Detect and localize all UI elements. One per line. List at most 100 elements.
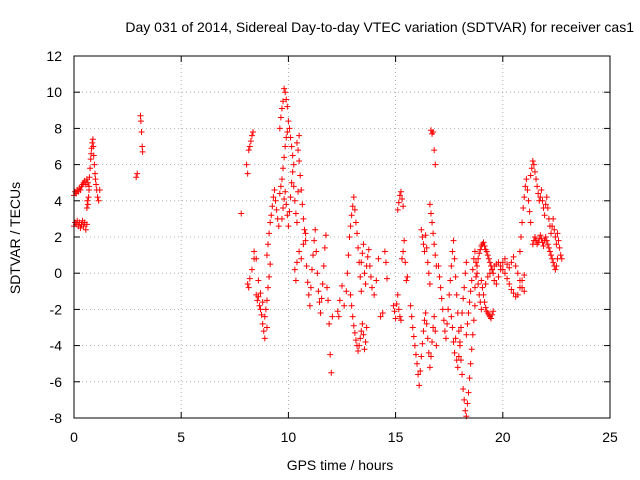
data-point [257,306,264,313]
data-point [300,215,307,222]
data-point [281,85,288,92]
data-point [493,281,500,288]
data-point [422,310,429,317]
data-point [521,272,528,279]
data-point [542,201,549,208]
data-point [85,194,92,201]
data-point [400,248,407,255]
data-point [437,284,444,291]
data-point [471,248,478,255]
data-point [352,219,359,226]
data-point [551,226,558,233]
data-point [541,212,548,219]
data-point [238,210,245,217]
data-point [302,237,309,244]
data-point [411,342,418,349]
data-point [510,253,517,260]
data-point [482,304,489,311]
data-point [415,371,422,378]
data-point [347,223,354,230]
data-point [557,252,564,259]
data-point [246,275,253,282]
data-point [280,205,287,212]
x-tick-label: 0 [70,429,78,445]
data-point [382,259,389,266]
data-point [345,252,352,259]
data-point [284,129,291,136]
y-tick-label: 6 [54,157,62,173]
data-point [479,284,486,291]
data-point [466,375,473,382]
data-point [512,262,519,269]
data-point [363,324,370,331]
data-point [245,147,252,154]
data-point [263,297,270,304]
data-point [281,154,288,161]
data-point [461,396,468,403]
data-point [397,188,404,195]
data-point [481,299,488,306]
data-point [499,259,506,266]
data-point [401,237,408,244]
data-point [365,246,372,253]
data-point [523,176,530,183]
data-point [87,156,94,163]
data-point [429,338,436,345]
data-point [549,223,556,230]
data-point [77,224,84,231]
data-point [464,400,471,407]
data-point [514,291,521,298]
data-point [289,168,296,175]
data-point [293,139,300,146]
data-point [350,322,357,329]
data-point [519,284,526,291]
data-point [424,335,431,342]
data-point [553,262,560,269]
data-point [357,273,364,280]
data-point [520,205,527,212]
data-point [446,291,453,298]
data-point [260,328,267,335]
data-point [436,273,443,280]
data-point [275,223,282,230]
data-point [95,197,102,204]
data-point [425,349,432,356]
data-point [556,244,563,251]
data-point [432,252,439,259]
data-point [410,333,417,340]
data-point [291,266,298,273]
data-point [397,317,404,324]
data-point [138,129,145,136]
data-point [483,248,490,255]
data-point [542,234,549,240]
data-point [356,342,363,349]
data-point [312,226,319,233]
data-point [87,165,94,172]
data-point [449,248,456,255]
data-point [430,129,437,136]
data-point [358,328,365,335]
data-point [358,259,365,266]
data-point [482,281,489,288]
data-point [94,194,101,201]
data-point [84,179,91,186]
data-point [471,302,478,309]
data-point [305,291,312,298]
data-point [426,201,433,208]
y-tick-label: 10 [46,84,62,100]
data-point [393,300,400,307]
data-point [408,313,415,320]
data-point [526,208,533,215]
data-point [417,367,424,374]
y-tick-label: 12 [46,48,62,64]
data-point [77,186,84,193]
data-point [281,195,288,202]
data-point [349,313,356,320]
data-point [291,197,298,204]
data-point [501,270,508,277]
data-points [71,85,565,420]
data-point [391,308,398,315]
data-point [486,259,493,266]
data-point [394,206,401,213]
data-point [296,157,303,164]
